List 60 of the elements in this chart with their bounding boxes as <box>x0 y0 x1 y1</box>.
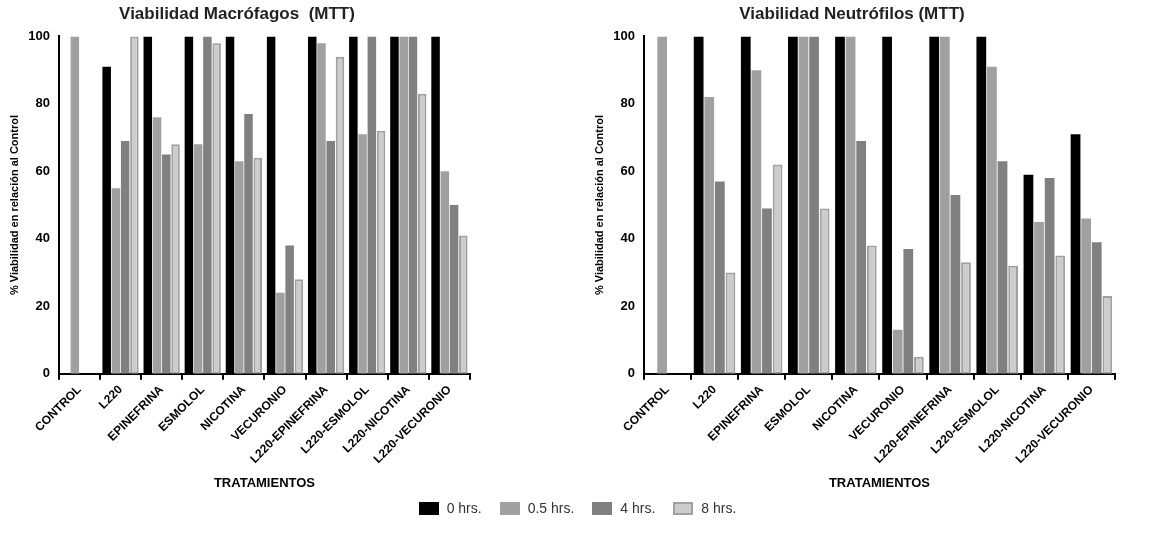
bar <box>152 117 162 374</box>
y-axis-title: % Viabilidad en relación al Control <box>7 114 20 296</box>
chart-title: Viabilidad Neutrófilos (MTT) <box>739 3 965 23</box>
y-tick-label: 80 <box>35 95 50 111</box>
bar <box>70 36 80 374</box>
bar <box>856 140 867 374</box>
y-tick-label: 0 <box>627 365 635 381</box>
y-axis-title: % Viabilidad en relación al Control <box>592 114 605 296</box>
bar <box>317 43 326 374</box>
bar <box>408 36 418 374</box>
bar <box>809 36 819 374</box>
legend-label: 0.5 hrs. <box>527 500 575 516</box>
bar <box>111 188 121 374</box>
bar <box>751 70 762 374</box>
legend-label: 8 hrs. <box>701 500 737 516</box>
bar <box>1091 242 1102 374</box>
y-tick-label: 60 <box>35 162 50 178</box>
bar <box>892 329 903 374</box>
bar <box>939 36 950 374</box>
bar <box>235 161 244 374</box>
bar <box>285 245 294 374</box>
y-tick-label: 20 <box>35 297 50 313</box>
y-tick-label: 20 <box>620 297 635 313</box>
bar <box>714 181 725 374</box>
bar <box>997 161 1008 374</box>
bar <box>120 140 130 374</box>
bar <box>845 36 856 374</box>
legend-label: 0 hrs. <box>446 500 482 516</box>
bar <box>440 171 450 374</box>
bar <box>326 140 335 374</box>
y-tick-label: 0 <box>42 365 50 381</box>
x-axis-title: TRATAMIENTOS <box>213 474 316 490</box>
bar <box>399 36 408 374</box>
bar <box>657 36 668 374</box>
bar <box>162 154 171 374</box>
bar <box>903 248 914 374</box>
bar <box>762 208 772 374</box>
bar <box>358 134 367 374</box>
bar <box>1034 221 1044 374</box>
bar <box>203 36 212 374</box>
bar <box>1044 178 1055 374</box>
bar <box>244 113 253 374</box>
legend-label: 4 hrs. <box>620 500 656 516</box>
bar <box>950 194 961 374</box>
bar <box>798 36 809 374</box>
bar <box>1081 218 1092 374</box>
bar <box>367 36 377 374</box>
bar <box>276 292 285 374</box>
x-axis-title: TRATAMIENTOS <box>828 474 931 490</box>
bar <box>987 66 997 374</box>
y-tick-label: 100 <box>28 27 50 43</box>
bar <box>193 144 203 374</box>
bar <box>704 97 715 374</box>
y-tick-label: 80 <box>620 95 635 111</box>
y-tick-label: 60 <box>620 162 635 178</box>
y-tick-label: 40 <box>35 230 50 246</box>
bar <box>449 205 459 374</box>
y-tick-label: 40 <box>620 230 635 246</box>
y-tick-label: 100 <box>613 27 635 43</box>
chart-title: Viabilidad Macrófagos (MTT) <box>119 3 355 23</box>
